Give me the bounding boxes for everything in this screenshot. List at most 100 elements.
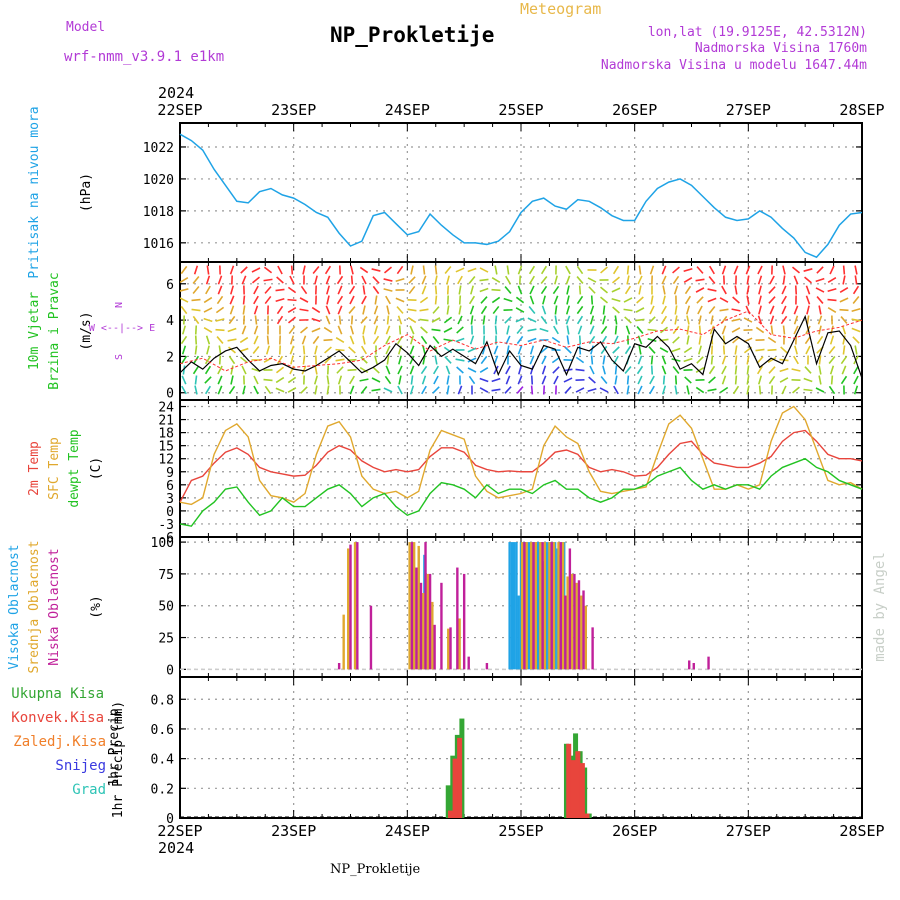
wind-arrow (529, 275, 535, 285)
cloud-bar (408, 542, 411, 670)
x-tick-label: 24SEP (385, 101, 430, 119)
wind-arrow (674, 385, 678, 395)
wind-arrow (541, 365, 547, 375)
wind-arrow (623, 308, 633, 312)
wind-arrow (374, 295, 378, 305)
wind-arrow (493, 345, 499, 355)
wind-arrow (853, 365, 859, 375)
wind-arrow (637, 355, 643, 365)
wind-arrow (708, 376, 716, 384)
wind-arrow (624, 285, 632, 295)
wind-arrow (180, 288, 189, 292)
wind-arrow (803, 377, 813, 383)
wind-arrow (518, 355, 522, 365)
cloud-bar (688, 660, 691, 670)
precip-legend-item: Zaledj.Kisa (13, 734, 106, 750)
wind-arrow (515, 296, 525, 304)
wind-arrow (780, 346, 788, 354)
wind-arrow (817, 315, 823, 325)
wind-arrow (480, 355, 488, 365)
y-tick-label: 24 (158, 401, 174, 416)
cloud-bar (458, 618, 461, 670)
wind-arrow (768, 286, 776, 294)
wind-arrow (239, 347, 249, 353)
wind-arrow (287, 286, 297, 294)
wind-arrow (626, 385, 630, 395)
wind-arrow (756, 356, 764, 364)
wind-arrow (840, 316, 848, 324)
wind-arrow (709, 325, 715, 335)
y-tick-label: 15 (158, 440, 174, 455)
cloud-bar (353, 542, 357, 670)
wind-arrow (419, 308, 429, 312)
wind-arrow (409, 385, 415, 395)
cloud-bar (512, 542, 516, 670)
wind-arrow (395, 297, 405, 303)
wind-arrow (290, 355, 294, 365)
wind-arrow (371, 388, 381, 392)
wind-arrow (421, 275, 427, 285)
wind-arrow (276, 315, 284, 325)
x-tick-label: 23SEP (271, 822, 316, 840)
y-tick-label: 75 (158, 568, 174, 583)
x-tick-label: 23SEP (271, 101, 316, 119)
wind-arrow (804, 276, 812, 284)
wind-arrow (600, 286, 608, 294)
wind-arrow (215, 306, 225, 314)
wind-arrow (721, 375, 727, 385)
wind-arrow (734, 345, 738, 355)
wind-arrow (540, 275, 548, 285)
wind-arrow (359, 378, 369, 382)
wind-arrow (360, 356, 368, 364)
wind-arrow (431, 328, 441, 332)
wind-arrow (553, 325, 559, 335)
wind-arrow (372, 276, 380, 284)
wind-arrow (722, 335, 726, 345)
wind-arrow (649, 375, 655, 385)
wind-arrow (443, 338, 453, 342)
wind-arrow (626, 375, 630, 385)
wind-arrow (336, 295, 344, 305)
x-tick-label: 22SEP (157, 101, 202, 119)
wind-arrow (432, 386, 440, 394)
wind-arrow (528, 265, 536, 275)
wind-arrow (818, 365, 822, 375)
wind-arrow (362, 305, 366, 315)
wind-arrow (815, 287, 825, 293)
precip-legend-item: Konvek.Kisa (11, 710, 104, 726)
wind-arrow (216, 295, 224, 305)
wind-arrow (372, 335, 380, 345)
wind-arrow (397, 365, 403, 375)
wind-arrow (253, 305, 259, 315)
wind-arrow (587, 387, 597, 393)
wind-arrow (517, 345, 523, 355)
wind-arrow (335, 358, 345, 362)
wind-arrow (422, 345, 426, 355)
wind-arrow (383, 266, 393, 274)
wind-arrow (300, 285, 308, 295)
wind-arrow (326, 295, 330, 305)
wind-arrow (264, 286, 272, 294)
wind-arrow (180, 265, 188, 275)
wind-arrow (326, 385, 330, 395)
wind-arrow (769, 275, 775, 285)
wind-arrow (719, 297, 729, 303)
wind-arrow (576, 265, 584, 275)
y-tick-label: 0 (166, 812, 174, 827)
wind-arrow (697, 305, 703, 315)
wind-arrow (242, 315, 246, 325)
wind-arrow (180, 335, 188, 345)
wind-arrow (636, 296, 644, 304)
wind-arrow (852, 336, 860, 344)
wind-arrow (672, 266, 680, 274)
wind-arrow (541, 375, 547, 385)
wind-arrow (611, 287, 621, 293)
wind-arrow (576, 276, 584, 284)
wind-arrow (565, 265, 571, 275)
cloud-bar (347, 548, 350, 670)
wind-arrow (588, 335, 596, 345)
wind-arrow (529, 345, 535, 355)
wind-arrow (636, 365, 644, 375)
wind-arrow (383, 278, 393, 282)
wind-arrow (480, 296, 488, 304)
